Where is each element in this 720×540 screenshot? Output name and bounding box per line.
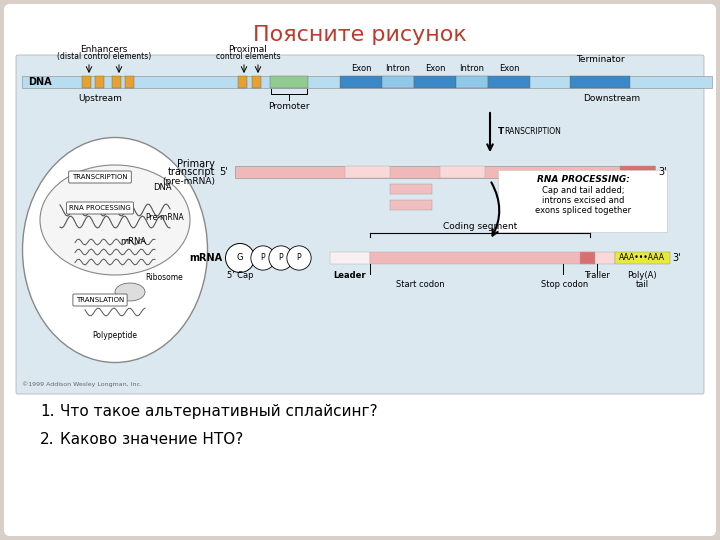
Bar — [590, 252, 615, 264]
Text: Exon: Exon — [499, 64, 519, 73]
Text: mRNA: mRNA — [120, 238, 146, 246]
Text: (distal control elements): (distal control elements) — [57, 52, 151, 61]
Text: TRANSLATION: TRANSLATION — [76, 297, 124, 303]
Text: Intron: Intron — [385, 64, 410, 73]
Bar — [390, 184, 432, 194]
Ellipse shape — [115, 283, 145, 301]
Text: TRANSCRIPTION: TRANSCRIPTION — [72, 174, 128, 180]
Text: Intron: Intron — [459, 64, 485, 73]
Bar — [270, 76, 308, 88]
Text: control elements: control elements — [216, 52, 280, 61]
FancyBboxPatch shape — [498, 170, 667, 232]
Text: Exon: Exon — [351, 64, 372, 73]
Text: Coding segment: Coding segment — [443, 222, 517, 231]
FancyBboxPatch shape — [68, 171, 131, 183]
Text: 3': 3' — [658, 167, 667, 177]
Bar — [390, 200, 432, 210]
Bar — [440, 166, 485, 178]
Text: P: P — [297, 253, 301, 262]
Ellipse shape — [40, 165, 190, 275]
Bar — [95, 76, 104, 88]
Bar — [570, 76, 630, 88]
Text: T: T — [498, 127, 504, 137]
Bar — [125, 76, 134, 88]
Bar — [488, 76, 530, 88]
Text: 2.: 2. — [40, 432, 55, 447]
Text: RNA PROCESSING: RNA PROCESSING — [69, 205, 131, 211]
Bar — [414, 76, 456, 88]
Text: Cap and tail added;: Cap and tail added; — [541, 186, 624, 195]
Text: Polypeptide: Polypeptide — [92, 330, 138, 340]
Bar — [580, 252, 595, 264]
Text: P: P — [279, 253, 283, 262]
Text: 5': 5' — [220, 167, 228, 177]
Text: Trailer: Trailer — [584, 271, 610, 280]
Text: Поясните рисунок: Поясните рисунок — [253, 25, 467, 45]
Bar — [112, 76, 121, 88]
FancyBboxPatch shape — [73, 294, 127, 306]
Text: Promoter: Promoter — [269, 102, 310, 111]
Text: Enhancers: Enhancers — [81, 45, 127, 54]
Text: transcript: transcript — [168, 167, 215, 177]
FancyBboxPatch shape — [66, 202, 133, 214]
Text: Leader: Leader — [333, 271, 366, 280]
Text: tail: tail — [636, 280, 649, 289]
Text: introns excised and: introns excised and — [542, 196, 624, 205]
Bar — [235, 166, 655, 178]
Text: Каково значение НТО?: Каково значение НТО? — [60, 432, 243, 447]
Text: P: P — [261, 253, 265, 262]
Text: 1.: 1. — [40, 404, 55, 419]
Text: mRNA: mRNA — [189, 253, 222, 263]
Text: Что такое альтернативный сплайсинг?: Что такое альтернативный сплайсинг? — [60, 404, 377, 419]
Text: Start codon: Start codon — [396, 280, 444, 289]
Bar — [370, 252, 590, 264]
Text: G: G — [237, 253, 243, 262]
Text: Primary: Primary — [177, 159, 215, 169]
FancyBboxPatch shape — [4, 4, 716, 536]
FancyBboxPatch shape — [16, 55, 704, 394]
Text: Poly(A): Poly(A) — [627, 271, 657, 280]
Text: 3': 3' — [672, 253, 680, 263]
Text: ©1999 Addison Wesley Longman, Inc.: ©1999 Addison Wesley Longman, Inc. — [22, 381, 142, 387]
Bar — [345, 166, 390, 178]
Text: Upstream: Upstream — [78, 94, 122, 103]
Bar — [382, 76, 414, 88]
Bar — [340, 76, 382, 88]
Text: (pre-mRNA): (pre-mRNA) — [162, 177, 215, 186]
Text: RNA PROCESSING:: RNA PROCESSING: — [536, 175, 629, 184]
Bar — [456, 76, 488, 88]
Text: Ribosome: Ribosome — [145, 273, 183, 282]
Text: AAA•••AAA: AAA•••AAA — [619, 253, 665, 262]
Bar — [620, 166, 655, 178]
Text: 5' Cap: 5' Cap — [227, 271, 253, 280]
Text: DNA: DNA — [153, 184, 171, 192]
Text: RANSCRIPTION: RANSCRIPTION — [504, 127, 561, 137]
Text: Downstream: Downstream — [583, 94, 640, 103]
Bar — [82, 76, 91, 88]
Text: Pre-mRNA: Pre-mRNA — [145, 213, 184, 222]
Bar — [615, 252, 670, 264]
Text: Stop codon: Stop codon — [541, 280, 589, 289]
Bar — [22, 76, 712, 88]
Bar — [238, 76, 247, 88]
Text: Proximal: Proximal — [228, 45, 267, 54]
Text: Exon: Exon — [425, 64, 445, 73]
Text: Terminator: Terminator — [576, 55, 624, 64]
Bar — [252, 76, 261, 88]
Bar — [330, 252, 370, 264]
Ellipse shape — [22, 138, 207, 362]
Text: exons spliced together: exons spliced together — [535, 206, 631, 215]
Text: DNA: DNA — [28, 77, 52, 87]
